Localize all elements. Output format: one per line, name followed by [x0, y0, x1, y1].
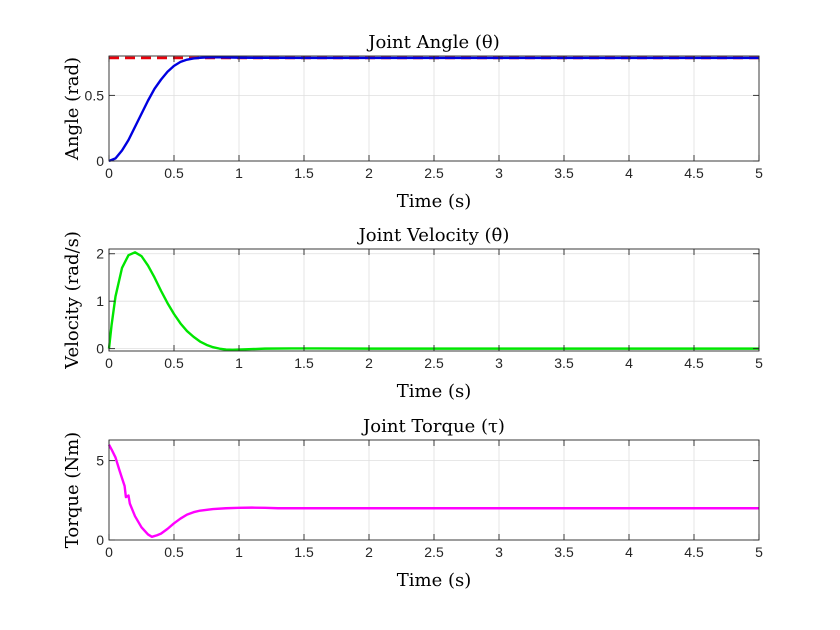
torque-title: Joint Torque (τ) — [361, 416, 505, 437]
torque-xlabel: Time (s) — [397, 570, 472, 591]
velocity-series-0-line — [107, 251, 759, 352]
velocity-xtick-label-0: 0 — [105, 355, 113, 371]
velocity-xtick-label-9: 4.5 — [684, 355, 704, 371]
torque-xtick-label-2: 1 — [235, 544, 243, 560]
torque-xtick-label-3: 1.5 — [294, 544, 314, 560]
angle-xtick-label-5: 2.5 — [424, 165, 444, 181]
torque-xtick-label-7: 3.5 — [554, 544, 574, 560]
angle-panel: 0 0.5 1 1.5 2 2.5 3 3.5 4 4.5 5 0 0.5 Joint Angle (θ)… — [62, 32, 763, 212]
angle-ylabel: Angle (rad) — [62, 57, 83, 161]
velocity-xtick-label-8: 4 — [625, 355, 633, 371]
angle-xtick-label-1: 0.5 — [164, 165, 184, 181]
velocity-xtick-label-3: 1.5 — [294, 355, 314, 371]
torque-xtick-label-0: 0 — [105, 544, 113, 560]
velocity-xtick-label-10: 5 — [755, 355, 763, 371]
torque-ytick-label-1: 5 — [96, 453, 104, 469]
angle-xtick-label-9: 4.5 — [684, 165, 704, 181]
velocity-xtick-label-7: 3.5 — [554, 355, 574, 371]
angle-series-1-line — [108, 56, 759, 163]
velocity-ylabel: Velocity (rad/s) — [62, 231, 83, 370]
velocity-title: Joint Velocity (θ̇) — [357, 225, 510, 246]
torque-xtick-label-6: 3 — [495, 544, 503, 560]
torque-xtick-label-9: 4.5 — [684, 544, 704, 560]
torque-ylabel: Torque (Nm) — [62, 432, 83, 548]
torque-series-0-line — [107, 444, 759, 539]
angle-ytick-label-0: 0 — [96, 153, 104, 169]
torque-xtick-label-1: 0.5 — [164, 544, 184, 560]
velocity-xtick-label-5: 2.5 — [424, 355, 444, 371]
angle-xtick-label-6: 3 — [495, 165, 503, 181]
angle-xtick-label-0: 0 — [105, 165, 113, 181]
angle-xtick-label-7: 3.5 — [554, 165, 574, 181]
torque-ytick-label-0: 0 — [96, 532, 104, 548]
torque-xtick-label-8: 4 — [625, 544, 633, 560]
angle-xtick-label-4: 2 — [365, 165, 373, 181]
angle-xtick-label-8: 4 — [625, 165, 633, 181]
angle-xtick-label-3: 1.5 — [294, 165, 314, 181]
velocity-xtick-label-6: 3 — [495, 355, 503, 371]
velocity-xtick-label-4: 2 — [365, 355, 373, 371]
angle-title: Joint Angle (θ) — [366, 32, 499, 53]
angle-ytick-label-1: 0.5 — [85, 87, 105, 103]
velocity-panel: 0 0.5 1 1.5 2 2.5 3 3.5 4 4.5 5 0 1 2 Joint Velocity (… — [62, 225, 763, 402]
torque-xtick-label-5: 2.5 — [424, 544, 444, 560]
angle-xtick-label-2: 1 — [235, 165, 243, 181]
velocity-ytick-label-2: 2 — [96, 246, 104, 262]
torque-panel: 0 0.5 1 1.5 2 2.5 3 3.5 4 4.5 5 0 5 Joint Torque (τ) T… — [62, 416, 763, 591]
angle-xtick-label-10: 5 — [755, 165, 763, 181]
torque-xtick-label-10: 5 — [755, 544, 763, 560]
angle-xlabel: Time (s) — [397, 191, 472, 212]
velocity-ytick-label-1: 1 — [96, 293, 104, 309]
velocity-xlabel: Time (s) — [397, 381, 472, 402]
velocity-ytick-label-0: 0 — [96, 341, 104, 357]
velocity-xtick-label-1: 0.5 — [164, 355, 184, 371]
velocity-xtick-label-2: 1 — [235, 355, 243, 371]
torque-xtick-label-4: 2 — [365, 544, 373, 560]
